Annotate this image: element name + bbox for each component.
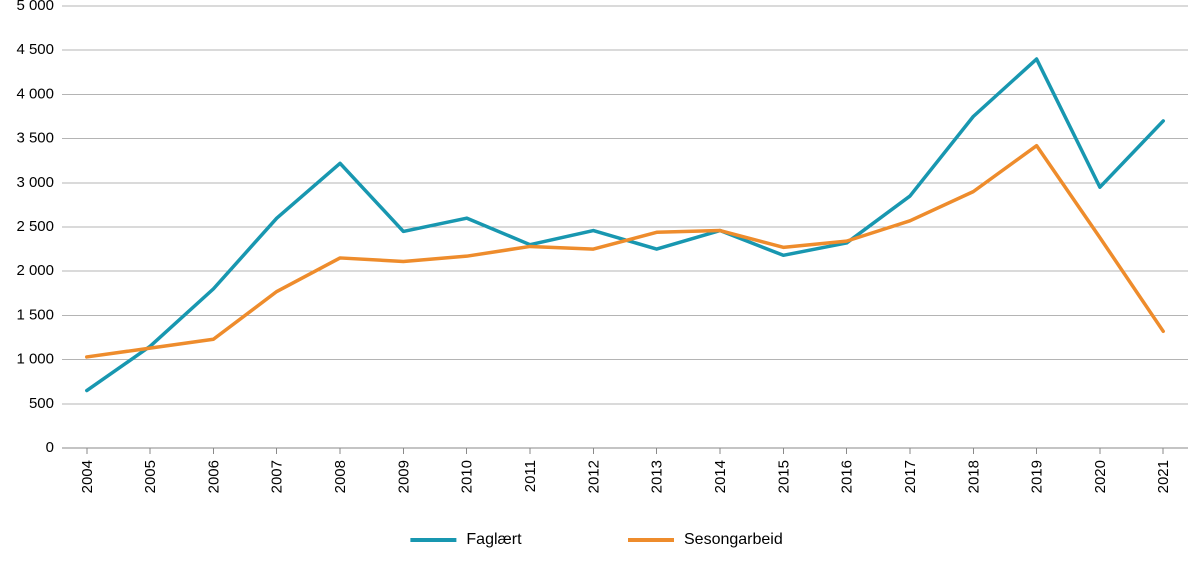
x-tick-label: 2020 [1092,460,1109,493]
x-tick-label: 2009 [395,460,412,493]
x-tick-label: 2006 [205,460,222,493]
y-tick-label: 500 [29,395,54,412]
x-tick-label: 2013 [649,460,666,493]
x-tick-label: 2005 [142,460,159,493]
y-tick-label: 4 500 [16,41,54,58]
x-tick-label: 2010 [459,460,476,493]
y-tick-label: 2 500 [16,218,54,235]
x-tick-label: 2011 [522,460,539,492]
x-tick-label: 2016 [839,460,856,493]
x-tick-label: 2018 [965,460,982,493]
y-tick-label: 4 000 [16,85,54,102]
y-tick-label: 1 000 [16,351,54,368]
y-tick-label: 0 [46,439,54,456]
x-tick-label: 2015 [775,460,792,493]
y-tick-label: 1 500 [16,306,54,323]
y-tick-label: 5 000 [16,0,54,14]
legend-label: Sesongarbeid [684,531,783,548]
x-tick-label: 2019 [1029,460,1046,493]
y-tick-label: 3 500 [16,130,54,147]
x-tick-label: 2017 [902,460,919,493]
y-tick-label: 2 000 [16,262,54,279]
x-tick-label: 2012 [585,460,602,493]
x-tick-label: 2021 [1155,460,1172,493]
x-tick-label: 2014 [712,460,729,493]
y-tick-label: 3 000 [16,174,54,191]
x-tick-label: 2008 [332,460,349,493]
x-tick-label: 2004 [79,460,96,493]
legend-label: Faglært [466,531,522,548]
x-tick-label: 2007 [269,460,286,493]
line-chart: 0 500 1 000 1 500 2 000 2 500 3 000 3 500 4 000 4… [0,0,1200,561]
